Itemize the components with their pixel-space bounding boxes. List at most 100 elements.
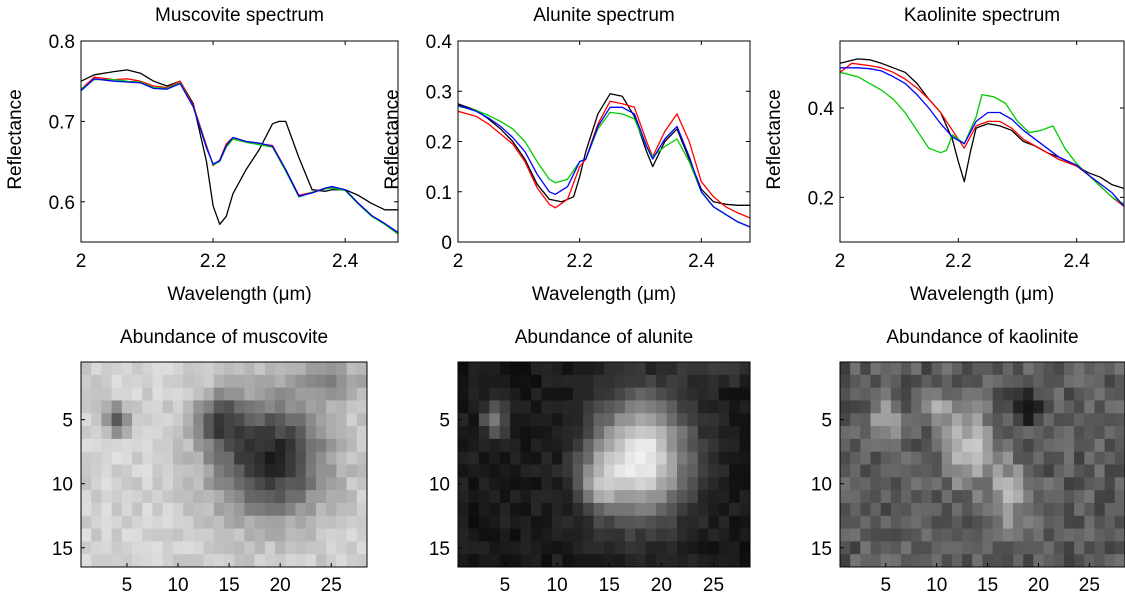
heatmap-cell bbox=[697, 528, 709, 542]
heatmap-cell bbox=[234, 438, 245, 453]
heatmap-cell bbox=[285, 541, 296, 555]
heatmap-cell bbox=[244, 374, 256, 389]
heatmap-cell bbox=[275, 541, 286, 555]
heatmap-cell bbox=[1094, 464, 1106, 478]
heatmap-cell bbox=[1013, 464, 1024, 478]
heatmap-cell bbox=[562, 362, 574, 376]
heatmap-cell bbox=[132, 374, 143, 389]
heatmap-cell bbox=[921, 554, 933, 568]
heatmap-cell bbox=[677, 374, 688, 389]
heatmap-cell bbox=[1002, 464, 1014, 478]
heatmap-cell bbox=[244, 502, 256, 517]
heatmap-cell bbox=[1063, 541, 1075, 555]
heatmap-cell bbox=[687, 554, 699, 568]
heatmap-cell bbox=[254, 374, 266, 389]
heatmap-cell bbox=[604, 464, 615, 478]
heatmap-cell bbox=[890, 502, 902, 517]
heatmap-cell bbox=[1094, 490, 1106, 504]
heatmap-cell bbox=[1063, 464, 1075, 478]
heatmap-cell bbox=[458, 541, 469, 555]
heatmap-cell bbox=[962, 490, 973, 504]
heatmap-cell bbox=[687, 362, 699, 376]
heatmap-cell bbox=[666, 502, 678, 517]
heatmap-cell bbox=[583, 502, 595, 517]
heatmap-cell bbox=[1094, 387, 1106, 401]
y-tick-label: 10 bbox=[811, 475, 832, 496]
heatmap-cell bbox=[1074, 362, 1085, 376]
heatmap-cell bbox=[213, 387, 225, 401]
heatmap-cell bbox=[326, 528, 337, 542]
heatmap-cell bbox=[624, 528, 636, 542]
heatmap-cell bbox=[305, 477, 317, 491]
heatmap-cell bbox=[941, 374, 953, 389]
heatmap-cell bbox=[1023, 528, 1034, 542]
heatmap-cell bbox=[1033, 413, 1045, 427]
heatmap-cell bbox=[911, 438, 922, 453]
heatmap-cell bbox=[305, 490, 317, 504]
heatmap-cell bbox=[911, 374, 922, 389]
heatmap-cell bbox=[152, 477, 164, 491]
heatmap-cell bbox=[972, 451, 983, 465]
heatmap-cell bbox=[326, 400, 337, 414]
heatmap-cell bbox=[315, 374, 327, 389]
heatmap-cell bbox=[541, 438, 553, 453]
heatmap-cell bbox=[677, 387, 688, 401]
heatmap-cell bbox=[972, 490, 983, 504]
heatmap-cell bbox=[860, 374, 872, 389]
heatmap-cell bbox=[739, 528, 751, 542]
heatmap-cell bbox=[162, 541, 174, 555]
heatmap-cell bbox=[478, 490, 490, 504]
heatmap-cell bbox=[860, 426, 872, 440]
heatmap-cell bbox=[468, 451, 480, 465]
heatmap-cell bbox=[645, 490, 657, 504]
heatmap-cell bbox=[152, 515, 164, 530]
heatmap-cell bbox=[697, 374, 709, 389]
heatmap-cell bbox=[729, 362, 741, 376]
heatmap-cell bbox=[901, 413, 912, 427]
heatmap-cell bbox=[285, 477, 296, 491]
heatmap-cell bbox=[1053, 464, 1065, 478]
heatmap-cell bbox=[499, 362, 511, 376]
heatmap-cell bbox=[551, 515, 563, 530]
heatmap-cell bbox=[101, 374, 113, 389]
heatmap-cell bbox=[510, 515, 522, 530]
heatmap-cell bbox=[890, 490, 902, 504]
heatmap-cell bbox=[870, 400, 882, 414]
heatmap-cell bbox=[982, 554, 994, 568]
y-tick-label: 0 bbox=[441, 233, 452, 254]
heatmap-cell bbox=[499, 387, 511, 401]
heatmap-cell bbox=[739, 464, 751, 478]
heatmap-cell bbox=[677, 426, 688, 440]
heatmap-cell bbox=[931, 362, 943, 376]
heatmap-cell bbox=[951, 541, 963, 555]
heatmap-cell bbox=[850, 528, 861, 542]
heatmap-cell bbox=[729, 426, 741, 440]
heatmap-cell bbox=[941, 438, 953, 453]
heatmap-cell bbox=[121, 451, 133, 465]
heatmap-cell bbox=[193, 464, 205, 478]
heatmap-cell bbox=[234, 362, 245, 376]
heatmap-cell bbox=[982, 477, 994, 491]
heatmap-cell bbox=[489, 490, 501, 504]
heatmap-cell bbox=[1063, 502, 1075, 517]
heatmap-cell bbox=[666, 400, 678, 414]
heatmap-cell bbox=[992, 451, 1004, 465]
heatmap-cell bbox=[962, 528, 973, 542]
heatmap-cell bbox=[264, 362, 276, 376]
heatmap-cell bbox=[1063, 451, 1075, 465]
heatmap-cell bbox=[121, 426, 133, 440]
heatmap-cell bbox=[295, 477, 307, 491]
heatmap-cell bbox=[468, 502, 480, 517]
heatmap-cell bbox=[234, 374, 245, 389]
heatmap-cell bbox=[468, 362, 480, 376]
heatmap-cell bbox=[244, 387, 256, 401]
heatmap-cell bbox=[458, 477, 469, 491]
heatmap-cell bbox=[1074, 464, 1085, 478]
heatmap-cell bbox=[285, 374, 296, 389]
heatmap-cell bbox=[921, 541, 933, 555]
chart-title: Abundance of kaolinite bbox=[886, 327, 1078, 348]
heatmap-cell bbox=[541, 490, 553, 504]
heatmap-cell bbox=[1013, 387, 1024, 401]
heatmap-cell bbox=[931, 374, 943, 389]
heatmap-cell bbox=[890, 528, 902, 542]
